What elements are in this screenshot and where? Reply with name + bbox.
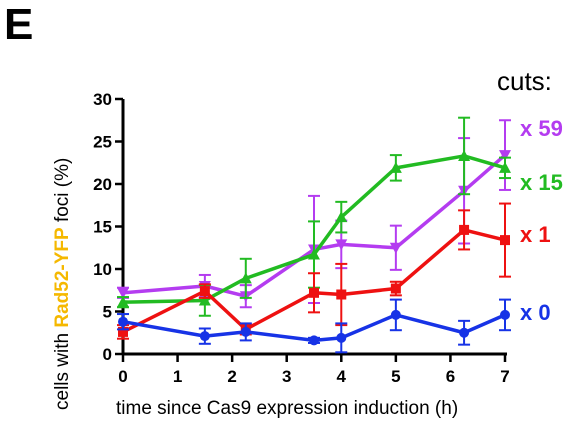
data-point (336, 332, 347, 343)
data-point (309, 335, 319, 346)
x-tick-label: 3 (282, 367, 291, 386)
data-point (199, 331, 210, 342)
data-point (309, 287, 319, 298)
legend-label: x 59 (520, 116, 563, 141)
series-line (122, 153, 507, 298)
data-point (117, 296, 129, 308)
series-x0 (117, 298, 511, 354)
data-point (390, 309, 401, 320)
legend-label: x 1 (520, 222, 551, 247)
y-tick-label: 15 (93, 218, 112, 237)
data-point (198, 294, 211, 306)
data-point (500, 309, 510, 320)
x-tick-label: 1 (173, 367, 182, 386)
legend-title: cuts: (497, 66, 552, 96)
data-point (500, 235, 510, 246)
y-tick-label: 30 (93, 90, 112, 109)
legend-label: x 0 (520, 300, 551, 325)
data-point (458, 149, 471, 161)
series-x1 (117, 202, 511, 340)
data-point (459, 224, 470, 235)
x-tick-label: 0 (118, 367, 127, 386)
x-tick-label: 5 (391, 367, 400, 386)
x-tick-label: 2 (227, 367, 236, 386)
data-point (499, 150, 511, 162)
data-point (336, 289, 347, 300)
panel-letter: E (4, 0, 34, 49)
y-tick-label: 20 (93, 175, 112, 194)
x-tick-label: 7 (500, 367, 509, 386)
data-point (335, 211, 348, 223)
legend-label: x 15 (520, 170, 563, 195)
series-line (122, 313, 506, 343)
y-tick-label: 25 (93, 133, 112, 152)
legend: x 59 x 15 x 1 x 0 (520, 116, 563, 325)
series-line (122, 228, 506, 334)
data-point (499, 161, 511, 173)
data-point (118, 326, 128, 337)
data-point (389, 161, 402, 173)
data-point (239, 272, 252, 284)
y-tick-label: 0 (103, 345, 112, 364)
y-tick-label: 10 (93, 260, 112, 279)
data-point (390, 283, 401, 294)
data-point (117, 287, 129, 299)
data-point (389, 242, 402, 254)
data-point (335, 239, 348, 251)
data-point (199, 286, 210, 297)
x-tick-label: 4 (337, 367, 347, 386)
data-point (240, 326, 251, 337)
x-axis-label: time since Cas9 expression induction (h) (116, 398, 459, 419)
data-point (118, 316, 128, 327)
data-point (308, 248, 320, 260)
axes: 0 5 10 15 20 25 30 0 1 2 3 4 5 6 7 (93, 90, 510, 386)
data-point (459, 327, 470, 338)
x-tick-label: 6 (446, 367, 455, 386)
y-tick-label: 5 (103, 303, 112, 322)
series-layer (117, 116, 511, 354)
